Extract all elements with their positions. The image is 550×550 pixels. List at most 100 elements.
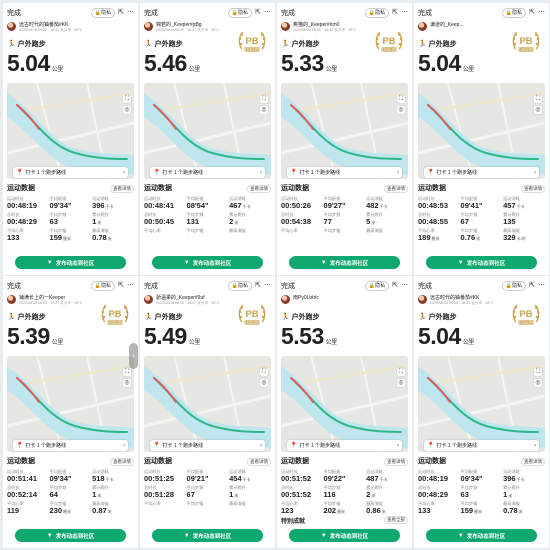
route-map[interactable]: ⛶ ◎ bbox=[7, 83, 134, 179]
share-icon[interactable]: ⇱ bbox=[118, 9, 124, 16]
privacy-toggle[interactable]: 🔒隐私 bbox=[90, 281, 116, 291]
stats-details-link[interactable]: 查看详情 bbox=[247, 458, 271, 466]
route-map[interactable]: ⛶ ◎ bbox=[7, 356, 134, 452]
expand-map-icon[interactable]: ⛶ bbox=[260, 95, 268, 103]
expand-map-icon[interactable]: ⛶ bbox=[534, 95, 542, 103]
route-pin-icon: 📍 bbox=[427, 170, 435, 176]
locate-icon[interactable]: ◎ bbox=[397, 379, 405, 387]
more-icon[interactable]: ⋯ bbox=[401, 9, 408, 16]
share-to-community-button[interactable]: ▼ 发布动态到社区 bbox=[289, 256, 400, 269]
stats-details-link[interactable]: 查看详情 bbox=[521, 458, 545, 466]
share-icon[interactable]: ⇱ bbox=[392, 9, 398, 16]
share-to-community-button[interactable]: ▼ 发布动态到社区 bbox=[15, 529, 126, 542]
done-button[interactable]: 完成 bbox=[7, 10, 21, 17]
done-button[interactable]: 完成 bbox=[7, 283, 21, 290]
more-icon[interactable]: ⋯ bbox=[264, 282, 271, 289]
locate-icon[interactable]: ◎ bbox=[534, 379, 542, 387]
more-icon[interactable]: ⋯ bbox=[127, 9, 134, 16]
route-map[interactable]: ⛶ ◎ bbox=[144, 83, 271, 179]
pb-badge[interactable]: PB 最长跑步距离 bbox=[372, 27, 406, 61]
locate-icon[interactable]: ◎ bbox=[260, 106, 268, 114]
collapse-handle[interactable]: ‹ bbox=[129, 343, 138, 369]
route-map[interactable]: ⛶ ◎ bbox=[281, 83, 408, 179]
share-to-community-button[interactable]: ▼ 发布动态到社区 bbox=[152, 256, 263, 269]
more-icon[interactable]: ⋯ bbox=[538, 282, 545, 289]
avatar[interactable] bbox=[418, 22, 427, 31]
privacy-toggle[interactable]: 🔒隐私 bbox=[501, 8, 527, 18]
share-icon[interactable]: ⇱ bbox=[392, 282, 398, 289]
expand-map-icon[interactable]: ⛶ bbox=[397, 95, 405, 103]
privacy-toggle[interactable]: 🔒隐私 bbox=[364, 281, 390, 291]
locate-icon[interactable]: ◎ bbox=[123, 106, 131, 114]
privacy-toggle[interactable]: 🔒隐私 bbox=[90, 8, 116, 18]
expand-map-icon[interactable]: ⛶ bbox=[534, 368, 542, 376]
locate-icon[interactable]: ◎ bbox=[397, 106, 405, 114]
share-icon[interactable]: ⇱ bbox=[118, 282, 124, 289]
done-button[interactable]: 完成 bbox=[281, 283, 295, 290]
expand-map-icon[interactable]: ⛶ bbox=[123, 95, 131, 103]
route-checkin-bar[interactable]: 📍 打卡 1 个跑步路线 › bbox=[150, 440, 265, 451]
pb-badge[interactable]: PB 最长跑步距离 bbox=[235, 27, 269, 61]
share-to-community-button[interactable]: ▼ 发布动态到社区 bbox=[152, 529, 263, 542]
share-to-community-button[interactable]: ▼ 发布动态到社区 bbox=[426, 529, 537, 542]
pb-badge[interactable]: PB 最长跑步距离 bbox=[509, 300, 543, 334]
locate-icon[interactable]: ◎ bbox=[123, 379, 131, 387]
more-icon[interactable]: ⋯ bbox=[538, 9, 545, 16]
privacy-toggle[interactable]: 🔒隐私 bbox=[227, 281, 253, 291]
more-icon[interactable]: ⋯ bbox=[401, 282, 408, 289]
more-icon[interactable]: ⋯ bbox=[264, 9, 271, 16]
share-icon[interactable]: ⇱ bbox=[529, 282, 535, 289]
stats-details-link[interactable]: 查看详情 bbox=[384, 458, 408, 466]
share-to-community-button[interactable]: ▼ 发布动态到社区 bbox=[289, 529, 400, 542]
avatar[interactable] bbox=[144, 22, 153, 31]
stats-details-link[interactable]: 查看详情 bbox=[110, 458, 134, 466]
stats-details-link[interactable]: 查看详情 bbox=[384, 185, 408, 193]
privacy-toggle[interactable]: 🔒隐私 bbox=[227, 8, 253, 18]
route-map[interactable]: ⛶ ◎ bbox=[144, 356, 271, 452]
done-button[interactable]: 完成 bbox=[418, 283, 432, 290]
done-button[interactable]: 完成 bbox=[144, 283, 158, 290]
avatar[interactable] bbox=[281, 22, 290, 31]
share-to-community-button[interactable]: ▼ 发布动态到社区 bbox=[15, 256, 126, 269]
avatar[interactable] bbox=[281, 295, 290, 304]
achievement-link[interactable]: 查看全部 bbox=[384, 516, 408, 524]
expand-map-icon[interactable]: ⛶ bbox=[397, 368, 405, 376]
privacy-toggle[interactable]: 🔒隐私 bbox=[501, 281, 527, 291]
avatar[interactable] bbox=[144, 295, 153, 304]
stat-unit: 米 bbox=[508, 493, 513, 498]
expand-map-icon[interactable]: ⛶ bbox=[260, 368, 268, 376]
route-map[interactable]: ⛶ ◎ bbox=[418, 356, 545, 452]
stats-details-link[interactable]: 查看详情 bbox=[110, 185, 134, 193]
route-map[interactable]: ⛶ ◎ bbox=[281, 356, 408, 452]
share-icon[interactable]: ⇱ bbox=[529, 9, 535, 16]
route-checkin-bar[interactable]: 📍 打卡 1 个跑步路线 › bbox=[150, 167, 265, 178]
more-icon[interactable]: ⋯ bbox=[127, 282, 134, 289]
stat-item: 平均步频 63 bbox=[50, 212, 92, 227]
expand-map-icon[interactable]: ⛶ bbox=[123, 368, 131, 376]
share-icon[interactable]: ⇱ bbox=[255, 282, 261, 289]
stat-number: 67 bbox=[186, 490, 195, 499]
pb-badge[interactable]: PB 最长跑步距离 bbox=[235, 300, 269, 334]
stats-details-link[interactable]: 查看详情 bbox=[247, 185, 271, 193]
privacy-toggle[interactable]: 🔒隐私 bbox=[364, 8, 390, 18]
done-button[interactable]: 完成 bbox=[418, 10, 432, 17]
route-checkin-bar[interactable]: 📍 打卡 1 个跑步路线 › bbox=[13, 440, 128, 451]
locate-icon[interactable]: ◎ bbox=[260, 379, 268, 387]
locate-icon[interactable]: ◎ bbox=[534, 106, 542, 114]
avatar[interactable] bbox=[7, 295, 16, 304]
done-button[interactable]: 完成 bbox=[144, 10, 158, 17]
pb-badge[interactable]: PB 最长跑步距离 bbox=[509, 27, 543, 61]
route-checkin-bar[interactable]: 📍 打卡 1 个跑步路线 › bbox=[13, 167, 128, 178]
pb-badge[interactable]: PB 最长跑步距离 bbox=[98, 300, 132, 334]
stats-details-link[interactable]: 查看详情 bbox=[521, 185, 545, 193]
route-map[interactable]: ⛶ ◎ bbox=[418, 83, 545, 179]
route-checkin-bar[interactable]: 📍 打卡 1 个跑步路线 › bbox=[287, 167, 402, 178]
share-to-community-button[interactable]: ▼ 发布动态到社区 bbox=[426, 256, 537, 269]
avatar[interactable] bbox=[7, 22, 16, 31]
route-checkin-bar[interactable]: 📍 打卡 1 个跑步路线 › bbox=[287, 440, 402, 451]
done-button[interactable]: 完成 bbox=[281, 10, 295, 17]
route-checkin-bar[interactable]: 📍 打卡 1 个跑步路线 › bbox=[424, 167, 539, 178]
route-checkin-bar[interactable]: 📍 打卡 1 个跑步路线 › bbox=[424, 440, 539, 451]
share-icon[interactable]: ⇱ bbox=[255, 9, 261, 16]
avatar[interactable] bbox=[418, 295, 427, 304]
